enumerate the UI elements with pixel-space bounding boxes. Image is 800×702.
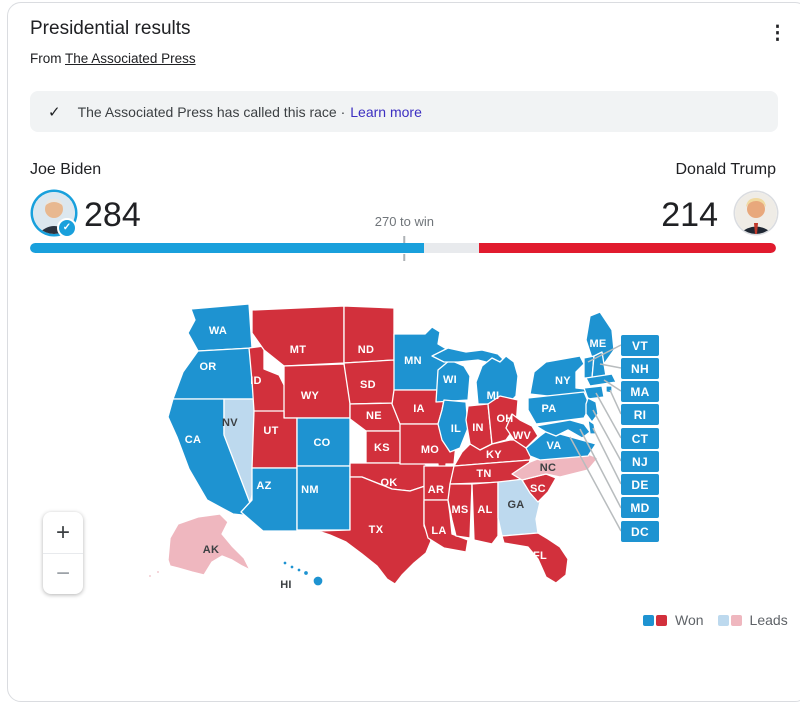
state-md[interactable] bbox=[535, 419, 591, 439]
state-wa[interactable] bbox=[187, 303, 253, 352]
legend-dem-leads-swatch bbox=[717, 614, 729, 626]
state-mt[interactable] bbox=[251, 305, 345, 367]
state-ct[interactable] bbox=[583, 385, 605, 400]
tile-de[interactable] bbox=[621, 474, 659, 495]
state-al[interactable] bbox=[471, 481, 499, 545]
tile-dc[interactable] bbox=[621, 521, 659, 542]
tile-md[interactable] bbox=[621, 497, 659, 518]
state-fl[interactable] bbox=[501, 532, 569, 584]
state-mi[interactable] bbox=[475, 355, 519, 405]
tile-ct[interactable] bbox=[621, 428, 659, 449]
state-pa[interactable] bbox=[527, 391, 591, 425]
map-zoom-control: + − bbox=[43, 512, 83, 594]
state-co[interactable] bbox=[296, 417, 351, 467]
state-ak[interactable] bbox=[167, 513, 251, 576]
tile-ma[interactable] bbox=[621, 381, 659, 402]
candidate-name-biden: Joe Biden bbox=[30, 161, 102, 178]
electoral-bar-zone: 270 to win bbox=[30, 214, 776, 262]
trump-ev-count: 214 bbox=[661, 196, 718, 234]
source-line: From The Associated Press bbox=[30, 51, 196, 66]
source-prefix: From bbox=[30, 51, 62, 66]
ev-bar-gop bbox=[479, 243, 776, 253]
state-wi[interactable] bbox=[435, 359, 471, 403]
tile-nj[interactable] bbox=[621, 451, 659, 472]
biden-check-badge: ✓ bbox=[57, 218, 77, 238]
state-hi-island2[interactable] bbox=[289, 564, 295, 570]
biden-ev-count: 284 bbox=[84, 196, 141, 234]
state-sd[interactable] bbox=[343, 359, 399, 405]
state-wy[interactable] bbox=[283, 363, 351, 419]
legend-leads-label: Leads bbox=[749, 612, 788, 628]
state-nm[interactable] bbox=[296, 465, 351, 531]
map-legend: Won Leads bbox=[643, 612, 788, 628]
state-hi-island5[interactable] bbox=[312, 575, 324, 587]
state-il[interactable] bbox=[437, 399, 469, 453]
candidate-name-trump: Donald Trump bbox=[675, 161, 777, 178]
tile-leader-lines bbox=[569, 344, 622, 532]
ev-bar-dem bbox=[30, 243, 424, 253]
trump-avatar bbox=[735, 192, 777, 234]
state-hi-island3[interactable] bbox=[296, 567, 302, 573]
state-nd[interactable] bbox=[343, 305, 395, 364]
state-nj[interactable] bbox=[585, 397, 599, 423]
zoom-out-button[interactable]: − bbox=[43, 553, 83, 594]
threshold-tick-bottom bbox=[403, 254, 406, 261]
us-results-map[interactable]: VT NH MA RI CT NJ DE MD DC WA OR CA NV I… bbox=[0, 0, 800, 638]
state-ak-aleutians2 bbox=[147, 573, 153, 579]
tile-nh[interactable] bbox=[621, 358, 659, 379]
state-ut[interactable] bbox=[251, 410, 298, 469]
banner-text: The Associated Press has called this rac… bbox=[77, 103, 346, 120]
state-ak-aleutians bbox=[155, 569, 161, 575]
legend-gop-leads-swatch bbox=[730, 614, 742, 626]
tile-ri[interactable] bbox=[621, 404, 659, 425]
state-tx[interactable] bbox=[317, 476, 432, 585]
legend-gop-won-swatch bbox=[656, 614, 667, 626]
legend-won-label: Won bbox=[675, 612, 704, 628]
zoom-in-button[interactable]: + bbox=[55, 518, 70, 546]
small-state-tiles: VT NH MA RI CT NJ DE MD DC bbox=[621, 335, 659, 542]
learn-more-link[interactable]: Learn more bbox=[350, 103, 422, 120]
tile-vt[interactable] bbox=[621, 335, 659, 356]
page-title: Presidential results bbox=[30, 18, 191, 39]
checkmark-icon: ✓ bbox=[48, 103, 61, 121]
state-nc[interactable] bbox=[511, 453, 599, 481]
state-me[interactable] bbox=[585, 311, 615, 365]
state-hi-island1[interactable] bbox=[282, 560, 288, 566]
kebab-menu-icon[interactable]: ⋮ bbox=[768, 23, 787, 44]
race-called-banner: ✓ The Associated Press has called this r… bbox=[30, 91, 778, 132]
hawaii-inset-box bbox=[261, 544, 345, 599]
state-hi-island4[interactable] bbox=[302, 569, 310, 577]
source-link[interactable]: The Associated Press bbox=[65, 51, 196, 66]
state-wv[interactable] bbox=[505, 413, 539, 449]
electoral-vote-bar bbox=[30, 243, 776, 253]
state-or[interactable] bbox=[172, 347, 255, 400]
legend-dem-won-swatch bbox=[643, 614, 654, 626]
to-win-label: 270 to win bbox=[374, 214, 435, 229]
threshold-tick-top bbox=[403, 236, 406, 243]
